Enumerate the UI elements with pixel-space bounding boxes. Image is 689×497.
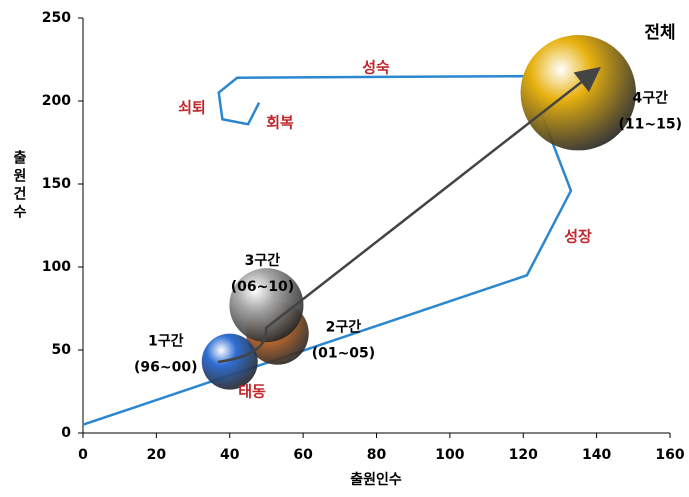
y-axis-label: 출원건수 (11, 150, 27, 222)
x-tick-label: 60 (293, 447, 313, 463)
y-tick-label: 200 (42, 93, 71, 109)
x-axis-label: 출원인수 (350, 471, 402, 488)
bubble-label: (01~05) (312, 345, 376, 361)
bubble-label: (96~00) (134, 360, 198, 376)
annotation: 태동 (238, 383, 266, 401)
bubble (229, 268, 304, 343)
annotation: 성숙 (362, 59, 390, 77)
bubble-label: 4구간 (633, 90, 669, 107)
bubble-label: (11~15) (619, 117, 683, 133)
bubble-label: 1구간 (148, 333, 184, 350)
annotation: 쇠퇴 (178, 99, 206, 117)
annotation: 성장 (564, 228, 592, 246)
x-tick-label: 40 (220, 447, 240, 463)
x-tick-label: 100 (435, 447, 464, 463)
bubble-label: 2구간 (326, 318, 362, 335)
y-tick-label: 250 (42, 10, 71, 26)
bubble-label: (06~10) (231, 279, 295, 295)
x-tick-label: 140 (582, 447, 611, 463)
y-tick-label: 0 (61, 425, 71, 441)
y-tick-label: 150 (42, 176, 71, 192)
bubble (520, 34, 637, 151)
annotation: 회복 (266, 114, 294, 132)
bubble-label: 3구간 (245, 252, 281, 269)
annotation: 전체 (644, 23, 675, 43)
trend-arrow (217, 66, 601, 364)
trajectory-line (82, 74, 573, 426)
y-tick-label: 50 (52, 342, 72, 358)
x-tick-label: 160 (655, 447, 684, 463)
bubble (201, 333, 258, 390)
x-tick-label: 0 (78, 447, 88, 463)
x-tick-label: 80 (367, 447, 387, 463)
x-tick-label: 120 (509, 447, 538, 463)
x-tick-label: 20 (147, 447, 167, 463)
y-tick-label: 100 (42, 259, 71, 275)
